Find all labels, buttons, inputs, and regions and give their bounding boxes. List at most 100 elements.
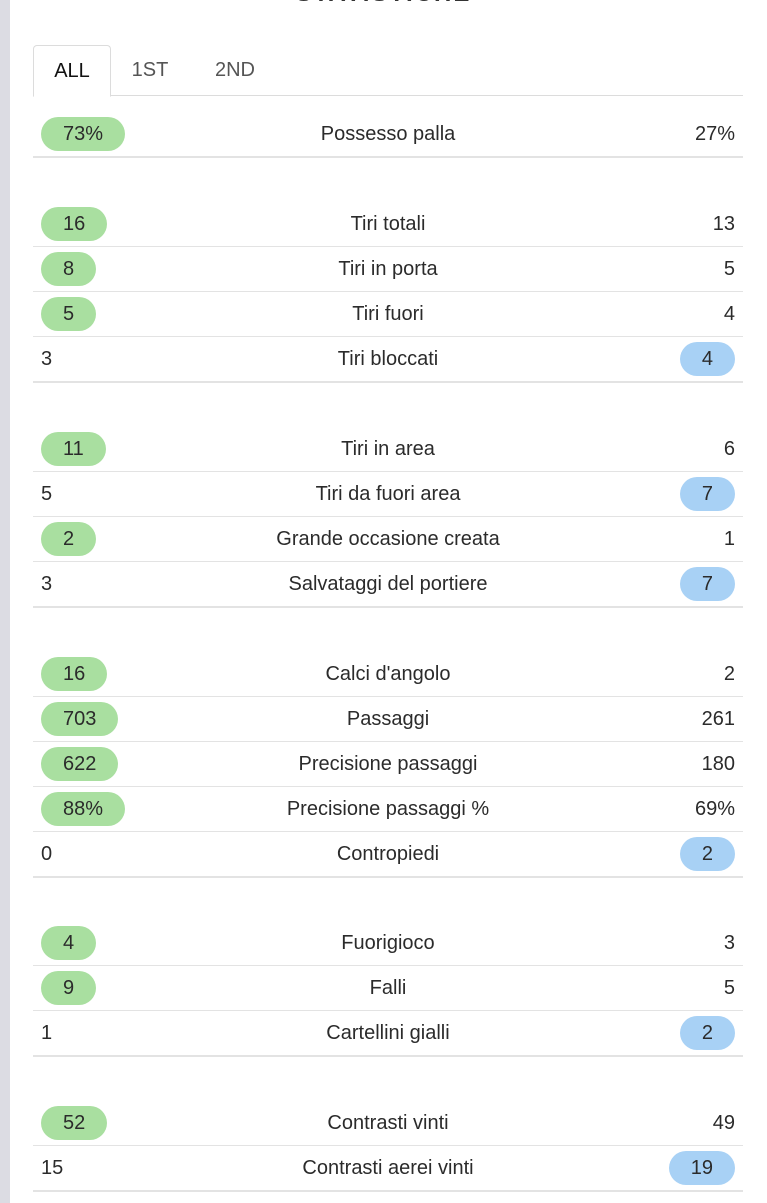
away-value: 13 — [713, 202, 735, 246]
tab-all[interactable]: ALL — [33, 45, 111, 97]
stat-label: Grande occasione creata — [276, 528, 500, 550]
home-value: 5 — [41, 472, 52, 516]
stat-label: Precisione passaggi % — [286, 798, 490, 820]
stat-label: Contropiedi — [336, 843, 440, 865]
home-value-text: 88% — [41, 792, 126, 826]
away-value-highlighted: 7 — [679, 472, 735, 516]
home-value-text: 15 — [41, 1157, 64, 1179]
home-value-text: 11 — [41, 432, 106, 466]
stat-label: Salvataggi del portiere — [288, 573, 488, 595]
home-value-highlighted: 8 — [41, 247, 97, 291]
stat-row: Tiri totali 16 13 — [33, 202, 743, 247]
home-value-text: 3 — [41, 348, 53, 370]
stat-label: Contrasti aerei vinti — [302, 1157, 474, 1179]
stat-row: Tiri da fuori area 5 7 — [33, 472, 743, 517]
home-value-text: 73% — [41, 117, 126, 151]
home-value-highlighted: 4 — [41, 921, 97, 965]
away-value-text: 49 — [712, 1112, 735, 1134]
away-value-text: 6 — [723, 438, 735, 460]
home-value-highlighted: 622 — [41, 742, 119, 786]
home-value-text: 1 — [41, 1022, 53, 1044]
stat-row: Tiri in area 11 6 — [33, 427, 743, 472]
away-value: 69% — [695, 787, 735, 831]
stat-row: Possesso palla 73% 27% — [33, 112, 743, 158]
page-title: STATISTICHE — [0, 0, 767, 10]
left-edge-strip — [0, 0, 10, 1203]
home-value-text: 0 — [41, 843, 53, 865]
home-value-highlighted: 52 — [41, 1101, 108, 1145]
stat-label: Tiri totali — [350, 213, 426, 235]
home-value: 15 — [41, 1146, 63, 1190]
tab-2nd[interactable]: 2ND — [214, 59, 255, 81]
stat-row: Contropiedi 0 2 — [33, 832, 743, 878]
away-value: 6 — [724, 427, 735, 471]
home-value-highlighted: 9 — [41, 966, 97, 1010]
home-value-highlighted: 73% — [41, 112, 126, 156]
away-value-text: 7 — [679, 477, 735, 511]
stat-row: Precisione passaggi 622 180 — [33, 742, 743, 787]
home-value-text: 2 — [41, 522, 97, 556]
away-value: 1 — [724, 517, 735, 561]
stat-label: Contrasti vinti — [327, 1112, 449, 1134]
away-value-text: 7 — [679, 567, 735, 601]
home-value-highlighted: 11 — [41, 427, 106, 471]
away-value-text: 19 — [668, 1151, 735, 1185]
away-value-text: 2 — [679, 1016, 735, 1050]
stat-row: Precisione passaggi % 88% 69% — [33, 787, 743, 832]
home-value-highlighted: 2 — [41, 517, 97, 561]
home-value: 1 — [41, 1011, 52, 1055]
stat-row: Calci d'angolo 16 2 — [33, 652, 743, 697]
away-value-text: 13 — [712, 213, 735, 235]
away-value-text: 261 — [701, 708, 735, 730]
stat-label: Passaggi — [346, 708, 430, 730]
stat-row: Tiri fuori 5 4 — [33, 292, 743, 337]
home-value-text: 16 — [41, 207, 108, 241]
home-value-text: 16 — [41, 657, 108, 691]
away-value: 4 — [724, 292, 735, 336]
home-value-highlighted: 16 — [41, 202, 108, 246]
stat-label: Falli — [369, 977, 407, 999]
away-value-text: 4 — [679, 342, 735, 376]
away-value: 261 — [702, 697, 735, 741]
away-value-highlighted: 4 — [679, 337, 735, 381]
stat-row: Contrasti vinti 52 49 — [33, 1101, 743, 1146]
home-value-text: 52 — [41, 1106, 108, 1140]
stat-label: Cartellini gialli — [326, 1022, 450, 1044]
home-value-highlighted: 703 — [41, 697, 119, 741]
home-value-text: 3 — [41, 573, 53, 595]
stat-label: Tiri in porta — [338, 258, 438, 280]
stat-label: Precisione passaggi — [298, 753, 478, 775]
away-value: 180 — [702, 742, 735, 786]
away-value: 5 — [724, 247, 735, 291]
home-value: 3 — [41, 337, 52, 381]
stat-label: Tiri in area — [341, 438, 435, 460]
away-value-text: 3 — [723, 932, 735, 954]
home-value-text: 8 — [41, 252, 97, 286]
stat-row: Passaggi 703 261 — [33, 697, 743, 742]
away-value-text: 1 — [723, 528, 735, 550]
home-value-text: 5 — [41, 483, 53, 505]
stat-row: Contrasti aerei vinti 15 19 — [33, 1146, 743, 1192]
stat-row: Grande occasione creata 2 1 — [33, 517, 743, 562]
home-value: 0 — [41, 832, 52, 876]
away-value-text: 2 — [723, 663, 735, 685]
home-value-text: 622 — [41, 747, 119, 781]
away-value-highlighted: 19 — [668, 1146, 735, 1190]
stat-row: Salvataggi del portiere 3 7 — [33, 562, 743, 608]
away-value-text: 4 — [723, 303, 735, 325]
stat-row: Cartellini gialli 1 2 — [33, 1011, 743, 1057]
stat-label: Tiri bloccati — [337, 348, 439, 370]
away-value-text: 27% — [694, 123, 735, 145]
away-value: 3 — [724, 921, 735, 965]
stat-label: Tiri fuori — [352, 303, 424, 325]
away-value-highlighted: 2 — [679, 1011, 735, 1055]
away-value-text: 2 — [679, 837, 735, 871]
tab-1st[interactable]: 1ST — [131, 59, 169, 81]
home-value: 3 — [41, 562, 52, 606]
home-value-highlighted: 5 — [41, 292, 97, 336]
period-tabs: ALL 1ST 2ND — [33, 45, 743, 97]
away-value-text: 180 — [701, 753, 735, 775]
away-value-text: 5 — [723, 258, 735, 280]
home-value-text: 5 — [41, 297, 97, 331]
home-value-text: 4 — [41, 926, 97, 960]
